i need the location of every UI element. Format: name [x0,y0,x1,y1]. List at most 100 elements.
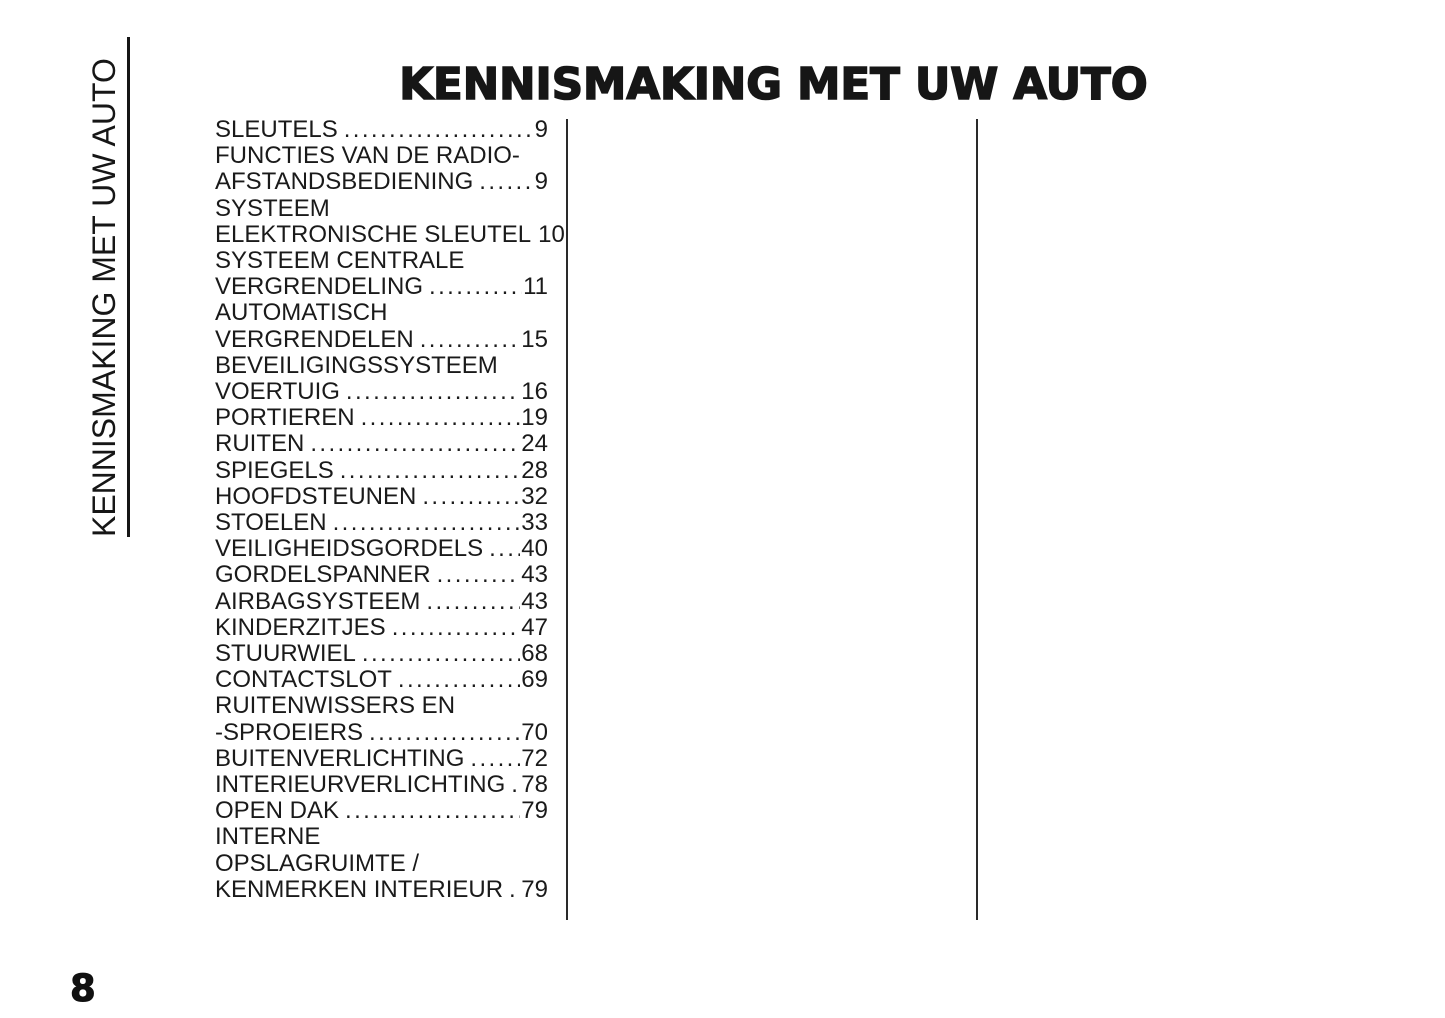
toc-entry[interactable]: BEVEILIGINGSSYSTEEM VOERTUIG ...........… [215,352,548,406]
toc-line: CONTACTSLOT ............................… [215,667,548,693]
toc-dot-leader: ........................................… [509,876,520,903]
toc-entry-label: SLEUTELS [215,116,338,143]
toc-page-number: 43 [521,561,548,589]
toc-line: AIRBAGSYSTEEM ..........................… [215,587,548,615]
toc-line: GORDELSPANNER ..........................… [215,562,548,588]
toc-dot-leader: ........................................… [360,405,521,432]
toc-entry[interactable]: SYSTEEM CENTRALE VERGRENDELING .........… [215,247,548,300]
toc-entry-label: SYSTEEM [215,194,330,222]
toc-line: VEILIGHEIDSGORDELS .....................… [215,536,548,562]
toc-entry-label: VERGRENDELEN [215,325,414,353]
toc-entry-label: SYSTEEM CENTRALE [215,247,465,275]
toc-dot-leader: ........................................… [345,379,520,406]
toc-dot-leader: ........................................… [436,562,521,589]
toc-entry[interactable]: PORTIEREN ..............................… [215,405,548,431]
toc-column: SLEUTELS ...............................… [215,116,565,903]
toc-entry[interactable]: HOOFDSTEUNEN ...........................… [215,482,548,510]
toc-entry-label: GORDELSPANNER [215,561,431,589]
toc-entry[interactable]: GORDELSPANNER ..........................… [215,562,548,588]
page-title: KENNISMAKING MET UW AUTO [398,60,1148,111]
toc-page-number: 19 [521,404,548,432]
toc-line: SLEUTELS ...............................… [215,116,548,143]
toc-entry[interactable]: FUNCTIES VAN DE RADIO- AFSTANDSBEDIENING… [215,143,548,196]
toc-page-number: 32 [521,482,548,510]
toc-dot-leader: ........................................… [419,326,521,353]
column-divider-rule [976,119,978,920]
toc-entry-label: KENMERKEN INTERIEUR [215,875,504,903]
toc-entry-label: VERGRENDELING [215,273,424,301]
toc-entry-label: STOELEN [215,509,327,537]
toc-dot-leader: ........................................… [332,510,521,537]
sidebar-chapter-label: KENNISMAKING MET UW AUTO [86,37,130,537]
toc-entry-label: SPIEGELS [215,456,334,484]
toc-entry-label: VEILIGHEIDSGORDELS [215,535,484,563]
toc-line: FUNCTIES VAN DE RADIO- [215,143,548,169]
toc-page-number: 78 [521,771,548,799]
toc-entry[interactable]: STOELEN ................................… [215,509,548,537]
toc-line: AUTOMATISCH [215,300,548,326]
toc-entry[interactable]: CONTACTSLOT ............................… [215,667,548,693]
toc-entry[interactable]: AUTOMATISCH VERGRENDELEN ...............… [215,300,548,353]
toc-line: RUITEN .................................… [215,431,548,457]
toc-line: SPIEGELS ...............................… [215,456,548,484]
toc-entry[interactable]: VEILIGHEIDSGORDELS .....................… [215,536,548,562]
toc-entry-label: RUITENWISSERS EN [215,692,456,720]
toc-entry[interactable]: RUITEN .................................… [215,431,548,457]
toc-dot-leader: ........................................… [422,483,521,510]
toc-entry-label: -SPROEIERS [215,718,364,746]
toc-entry[interactable]: INTERNE OPSLAGRUIMTE / KENMERKEN INTERIE… [215,824,548,903]
toc-entry[interactable]: KINDERZITJES ...........................… [215,613,548,641]
toc-line: BUITENVERLICHTING ......................… [215,744,548,772]
toc-page-number: 69 [521,666,548,694]
toc-dot-leader: ........................................… [511,772,521,799]
toc-entry-label: AUTOMATISCH [215,299,388,327]
toc-dot-leader: ........................................… [489,536,520,563]
toc-line: STUURWIEL ..............................… [215,640,548,667]
toc-line: -SPROEIERS .............................… [215,718,548,746]
toc-dot-leader: ........................................… [339,457,521,484]
toc-page-number: 10 [538,220,565,248]
toc-line: VERGRENDELING ..........................… [215,274,548,300]
toc-entry[interactable]: SLEUTELS ...............................… [215,116,548,143]
toc-entry-label: ELEKTRONISCHE SLEUTEL [215,220,532,248]
toc-page-number: 72 [521,744,548,772]
toc-entry-label: RUITEN [215,430,305,458]
toc-entry[interactable]: RUITENWISSERS EN -SPROEIERS ............… [215,693,548,746]
toc-entry[interactable]: SYSTEEM ELEKTRONISCHE SLEUTEL ..........… [215,194,565,248]
toc-entry-label: OPSLAGRUIMTE / [215,849,420,877]
toc-page-number: 79 [521,875,548,903]
toc-dot-leader: ........................................… [397,667,520,694]
toc-entry[interactable]: OPEN DAK ...............................… [215,798,548,824]
toc-line: VOERTUIG ...............................… [215,378,548,406]
toc-line: SYSTEEM [215,194,548,222]
toc-page-number: 47 [521,613,548,641]
toc-entry[interactable]: INTERIEURVERLICHTING ...................… [215,771,548,799]
toc-line: RUITENWISSERS EN [215,693,548,719]
toc-page-number: 15 [521,325,548,353]
toc-line: BEVEILIGINGSSYSTEEM [215,352,548,379]
toc-page-number: 11 [523,273,548,301]
toc-line: KENMERKEN INTERIEUR ....................… [215,875,548,903]
toc-page-number: 79 [521,797,548,825]
toc-entry[interactable]: BUITENVERLICHTING ......................… [215,744,548,772]
toc-entry[interactable]: SPIEGELS ...............................… [215,456,548,484]
toc-line: SYSTEEM CENTRALE [215,247,548,275]
toc-page-number: 70 [521,718,548,746]
page-number: 8 [70,967,97,1010]
toc-dot-leader: ........................................… [470,745,520,772]
toc-entry-label: INTERIEURVERLICHTING [215,771,506,799]
toc-entry[interactable]: STUURWIEL ..............................… [215,640,548,667]
toc-entry-label: AIRBAGSYSTEEM [215,587,421,615]
toc-entry-label: PORTIEREN [215,404,355,432]
toc-entry-label: INTERNE [215,823,321,851]
toc-entry-label: HOOFDSTEUNEN [215,482,417,510]
toc-dot-leader: ........................................… [369,719,521,746]
toc-entry-label: OPEN DAK [215,797,340,825]
toc-line: OPSLAGRUIMTE / [215,849,548,877]
toc-entry[interactable]: AIRBAGSYSTEEM ..........................… [215,587,548,615]
toc-page-number: 24 [521,430,548,458]
toc-entry-label: CONTACTSLOT [215,666,392,694]
toc-line: INTERIEURVERLICHTING ...................… [215,771,548,799]
toc-line: ELEKTRONISCHE SLEUTEL ..................… [215,220,565,248]
